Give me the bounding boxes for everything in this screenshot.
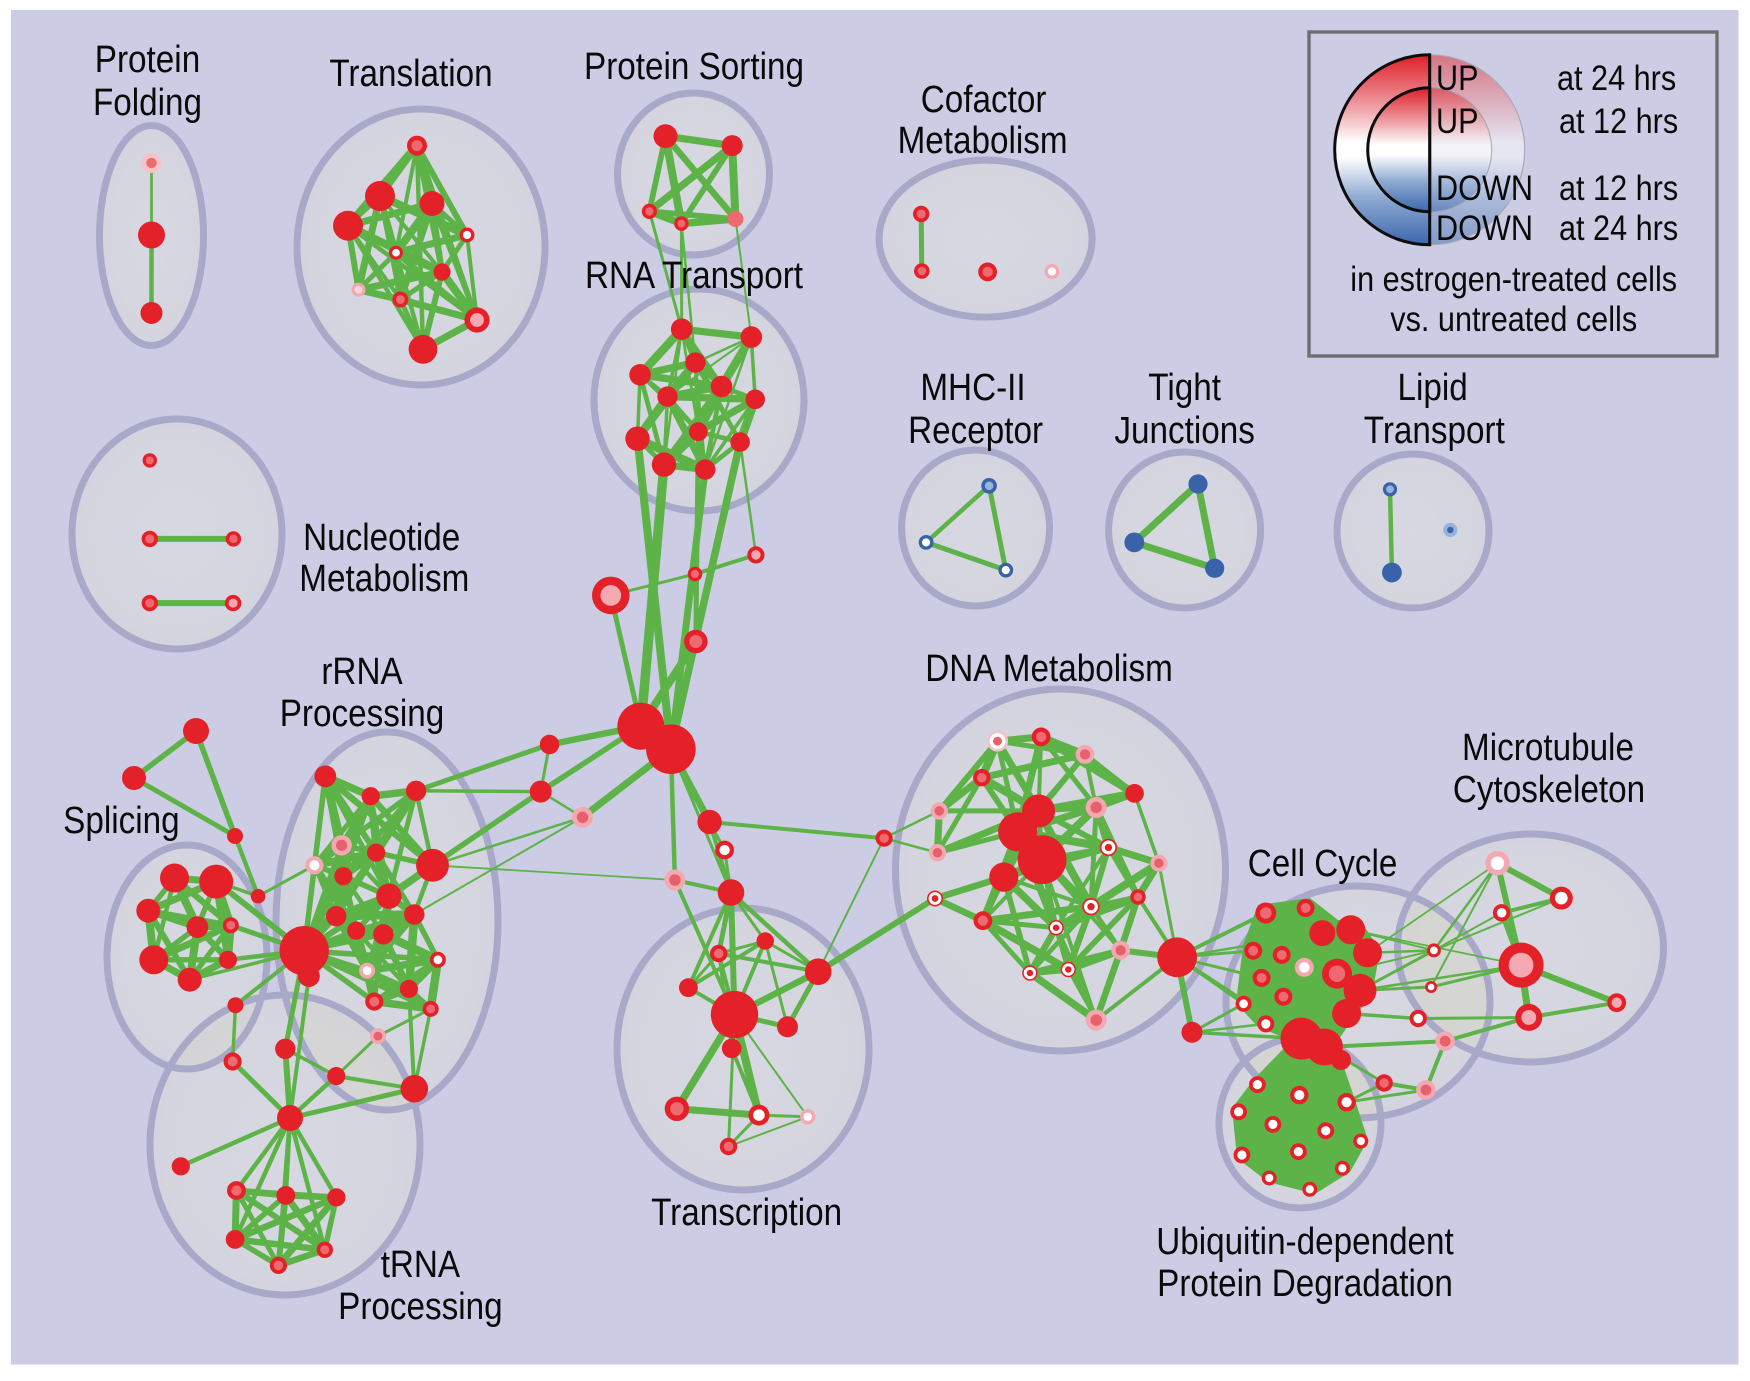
svg-text:Processing: Processing (338, 1286, 503, 1328)
svg-text:Protein Degradation: Protein Degradation (1157, 1263, 1453, 1305)
svg-text:UP: UP (1436, 59, 1479, 98)
svg-text:Protein Sorting: Protein Sorting (584, 46, 804, 88)
svg-text:vs. untreated cells: vs. untreated cells (1390, 300, 1637, 339)
svg-text:at 12 hrs: at 12 hrs (1559, 169, 1678, 208)
svg-text:rRNA: rRNA (321, 651, 403, 693)
svg-text:Nucleotide: Nucleotide (303, 517, 460, 559)
svg-text:Metabolism: Metabolism (299, 558, 469, 600)
svg-text:Cofactor: Cofactor (921, 79, 1047, 121)
svg-text:Receptor: Receptor (908, 410, 1043, 452)
svg-text:DOWN: DOWN (1436, 169, 1533, 208)
svg-text:UP: UP (1436, 102, 1479, 141)
svg-text:Ubiquitin-dependent: Ubiquitin-dependent (1156, 1221, 1454, 1263)
svg-text:RNA Transport: RNA Transport (585, 255, 803, 297)
svg-text:Cell Cycle: Cell Cycle (1248, 843, 1398, 885)
svg-text:Cytoskeleton: Cytoskeleton (1453, 769, 1645, 811)
svg-text:Translation: Translation (329, 53, 492, 95)
svg-text:Processing: Processing (280, 693, 445, 735)
svg-text:Lipid: Lipid (1397, 367, 1467, 409)
svg-text:at 24 hrs: at 24 hrs (1559, 209, 1678, 248)
svg-text:Splicing: Splicing (63, 800, 180, 842)
svg-text:at 12 hrs: at 12 hrs (1559, 102, 1678, 141)
svg-text:DNA Metabolism: DNA Metabolism (925, 648, 1173, 690)
svg-text:Tight: Tight (1148, 367, 1221, 409)
svg-text:in estrogen-treated cells: in estrogen-treated cells (1350, 260, 1677, 299)
svg-text:at 24 hrs: at 24 hrs (1557, 59, 1676, 98)
svg-text:Transport: Transport (1364, 410, 1505, 452)
svg-text:Transcription: Transcription (651, 1192, 842, 1234)
svg-text:DOWN: DOWN (1436, 209, 1533, 248)
svg-text:tRNA: tRNA (381, 1244, 461, 1286)
svg-text:MHC-II: MHC-II (920, 367, 1025, 409)
svg-text:Protein: Protein (95, 39, 200, 81)
svg-text:Junctions: Junctions (1114, 410, 1255, 452)
svg-text:Folding: Folding (93, 82, 202, 124)
svg-text:Metabolism: Metabolism (898, 120, 1068, 162)
svg-text:Microtubule: Microtubule (1462, 727, 1634, 769)
